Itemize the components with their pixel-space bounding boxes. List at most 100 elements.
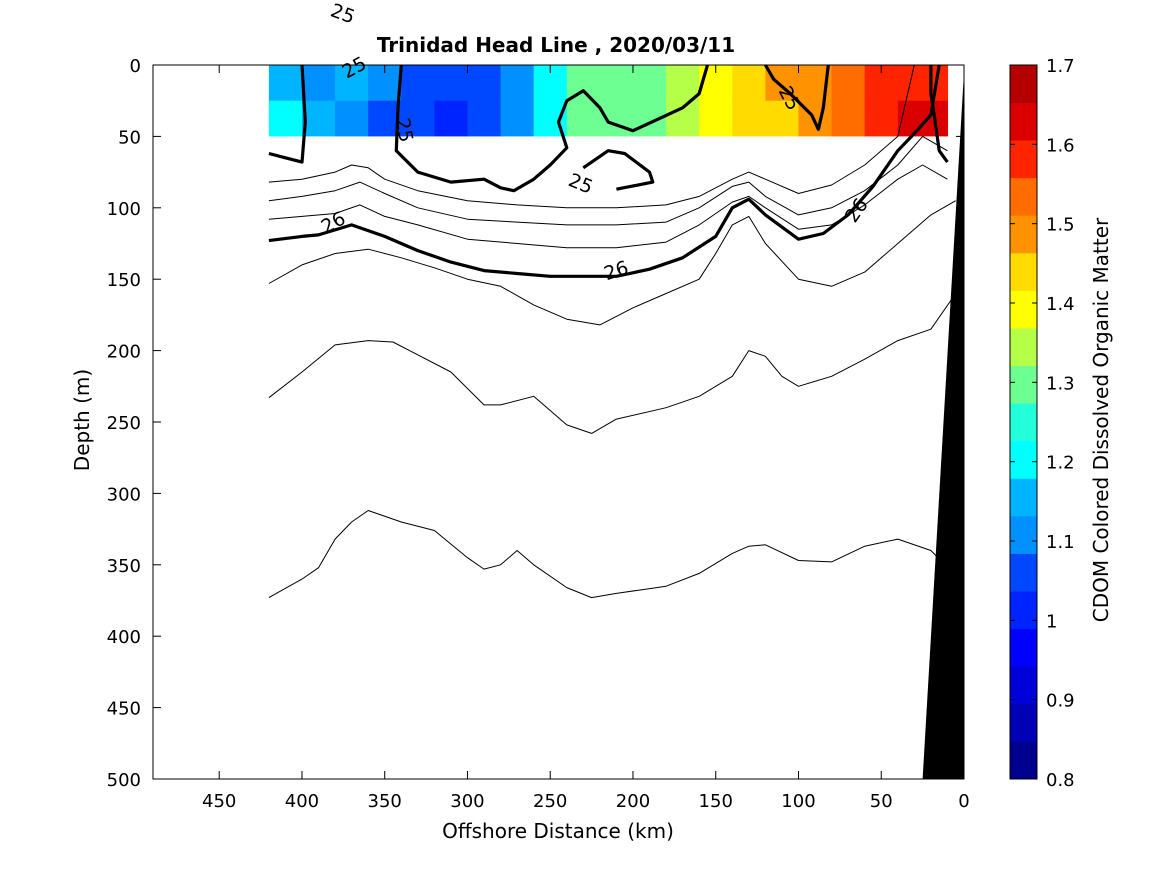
contour-label: 25 [391,116,417,144]
colorbar-frame [1009,64,1038,780]
colorbar-swatch [1010,290,1037,329]
colorbar-swatch [1010,666,1037,705]
cdom-cell [599,65,634,102]
x-tick-label: 250 [533,791,567,812]
y-tick-label: 500 [107,770,141,791]
y-tick-label: 100 [107,199,141,220]
cdom-cell [434,65,469,102]
colorbar-tick-label: 1.6 [1046,135,1075,156]
contour-label-text: 25 [391,116,417,144]
cdom-cell [897,65,932,102]
cdom-cell [401,100,435,137]
x-tick-label: 350 [368,791,402,812]
contour-line [268,293,957,434]
cdom-cell [268,65,303,102]
colorbar-tick-label: 1.2 [1046,453,1075,474]
contour-line [268,164,948,249]
cdom-cell [632,65,667,102]
contour-line [268,64,915,209]
cdom-cell [566,65,601,102]
cdom-cell [864,100,899,137]
y-axis-label: Depth (m) [70,369,94,471]
x-tick-label: 200 [616,791,650,812]
y-tick-label: 250 [107,413,141,434]
cdom-cell [699,100,733,137]
contour-line [268,64,307,164]
cdom-cell [467,100,502,137]
contour-line [268,510,957,599]
colorbar-swatch [1010,553,1037,592]
x-tick-label: 450 [202,791,236,812]
x-tick-label: 0 [958,791,969,812]
y-tick-label: 450 [107,699,141,720]
x-tick-label: 150 [699,791,733,812]
y-tick-label: 150 [107,270,141,291]
colorbar-swatch [1010,252,1037,291]
colorbar-tick-label: 1 [1046,611,1057,632]
colorbar-tick-label: 1.1 [1046,532,1075,553]
colorbar-swatch [1010,328,1037,367]
cdom-cell [831,65,866,102]
colorbar-tick-label: 0.8 [1046,770,1075,791]
y-tick-label: 300 [107,484,141,505]
cdom-cell [732,65,766,102]
x-axis-label: Offshore Distance (km) [442,819,674,843]
colorbar-swatch [1010,703,1037,742]
colorbar: 1.7 1.6 1.5 1.4 1.3 1.2 1.1 1 0.9 0.8 [1009,56,1075,791]
contour-line [582,149,655,191]
colorbar-tick-label: 0.9 [1046,691,1075,712]
cdom-cell [566,100,601,137]
cdom-cell [335,65,369,102]
cdom-cell [765,100,800,137]
y-tick-label: 0 [130,56,141,77]
colorbar-swatch [1010,403,1037,442]
colorbar-swatch [1010,440,1037,479]
cdom-cell [732,100,766,137]
cdom-cell [831,100,866,137]
cdom-cell [301,65,336,102]
y-tick-label: 350 [107,556,141,577]
cdom-cell [401,65,435,102]
cdom-cell [467,65,502,102]
plot-background [153,65,964,779]
colorbar-tick-label: 1.5 [1046,215,1075,236]
colorbar-tick-label: 1.4 [1046,294,1075,315]
x-axis: 450 400 350 300 250 200 150 100 50 0 [202,65,970,812]
colorbar-swatch [1010,215,1037,254]
cdom-cell [335,100,369,137]
cdom-cell [434,100,469,137]
colorbar-swatch [1010,65,1037,103]
colorbar-swatch [1010,140,1037,179]
colorbar-tick-label: 1.7 [1046,56,1075,77]
colorbar-swatch [1010,628,1037,667]
y-tick-label: 200 [107,342,141,363]
colorbar-swatch [1010,365,1037,404]
colorbar-swatch [1010,478,1037,517]
contour-line [764,64,830,131]
colorbar-swatch [1010,741,1037,780]
colorbar-swatch [1010,515,1037,554]
colorbar-swatch [1010,591,1037,630]
bathymetry [922,72,964,780]
cdom-cell [301,100,336,137]
y-axis: 0 50 100 150 200 250 300 350 400 450 500 [107,56,964,791]
x-tick-label: 300 [450,791,484,812]
seafloor [922,72,964,780]
contour-line [929,65,949,164]
contour-line [268,135,948,226]
contour-line [268,200,956,326]
cdom-field [268,65,949,137]
chart-title: Trinidad Head Line , 2020/03/11 [377,33,735,57]
x-tick-label: 50 [870,791,893,812]
y-tick-label: 400 [107,627,141,648]
cdom-cell [500,100,535,137]
contour-line [394,64,710,193]
colorbar-label: CDOM Colored Dissolved Organic Matter [1089,217,1113,622]
x-tick-label: 400 [285,791,319,812]
cdom-cell [500,65,535,102]
colorbar-swatch [1010,102,1037,141]
cdom-cell [268,100,303,137]
y-tick-label: 50 [118,127,141,148]
